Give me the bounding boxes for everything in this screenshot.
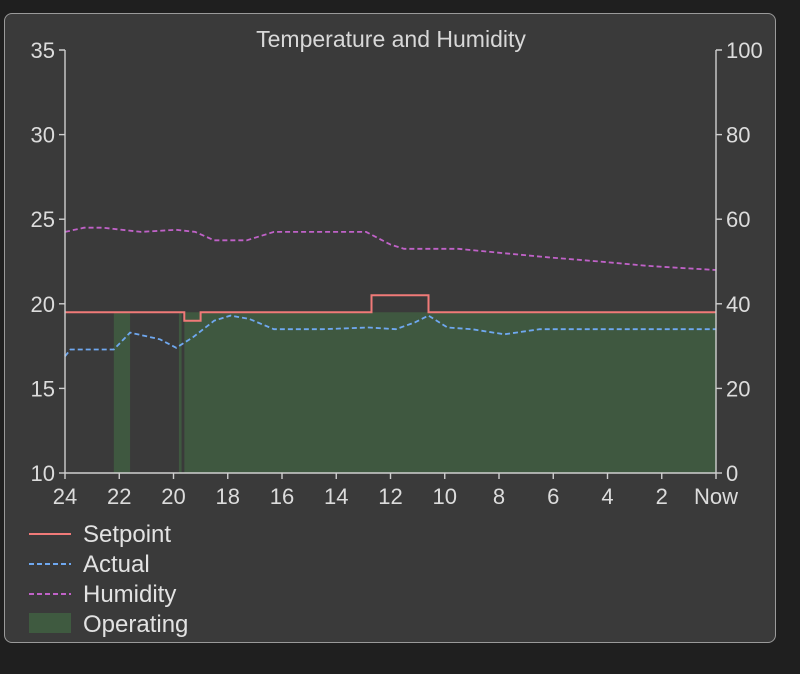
x-tick-label: 6: [547, 484, 559, 509]
setpoint-series-line: [65, 294, 716, 322]
humidity-legend-label: Humidity: [83, 581, 176, 608]
setpoint-legend-label: Setpoint: [83, 521, 171, 548]
x-tick-label: 8: [493, 484, 505, 509]
y-right-tick-label: 0: [726, 461, 738, 486]
x-tick-label: 24: [53, 484, 77, 509]
x-tick-label: 22: [107, 484, 131, 509]
actual-series-line: [64, 314, 716, 357]
y-left-tick-label: 20: [31, 292, 55, 317]
y-left-tick-label: 30: [31, 123, 55, 148]
y-left-tick-label: 10: [31, 461, 55, 486]
chart-card: 10 15 20 25 30 35 0 20 40 60 80 100 24 22 20 18 16 14 12 10…: [4, 13, 776, 643]
y-right-tick-label: 80: [726, 123, 750, 148]
chart-title: Temperature and Humidity: [256, 26, 526, 52]
operating-period-0: [113, 312, 131, 473]
x-tick-label: 16: [270, 484, 294, 509]
humidity-series-line: [64, 226, 717, 271]
y-right-tick-label: 40: [726, 292, 750, 317]
operating-area: [113, 312, 717, 473]
y-right-tick-label: 100: [726, 38, 763, 63]
y-right-tick-label: 60: [726, 207, 750, 232]
x-tick-label: 4: [601, 484, 613, 509]
x-tick-label: 2: [656, 484, 668, 509]
y-left-tick-label: 25: [31, 207, 55, 232]
legend: Setpoint Actual Humidity Operating: [29, 521, 188, 638]
y-left-tick-label: 15: [31, 376, 55, 401]
operating-legend-label: Operating: [83, 611, 188, 638]
x-tick-label: 18: [216, 484, 240, 509]
operating-legend-swatch: [29, 613, 71, 633]
operating-period-2: [184, 312, 717, 473]
x-tick-label: 14: [324, 484, 348, 509]
x-tick-label: 20: [161, 484, 185, 509]
operating-period-1: [178, 312, 182, 473]
x-tick-label: 12: [378, 484, 402, 509]
y-left-tick-label: 35: [31, 38, 55, 63]
actual-legend-label: Actual: [83, 551, 150, 578]
y-right-tick-label: 20: [726, 376, 750, 401]
x-tick-label: 10: [433, 484, 457, 509]
x-tick-label: Now: [694, 484, 738, 509]
